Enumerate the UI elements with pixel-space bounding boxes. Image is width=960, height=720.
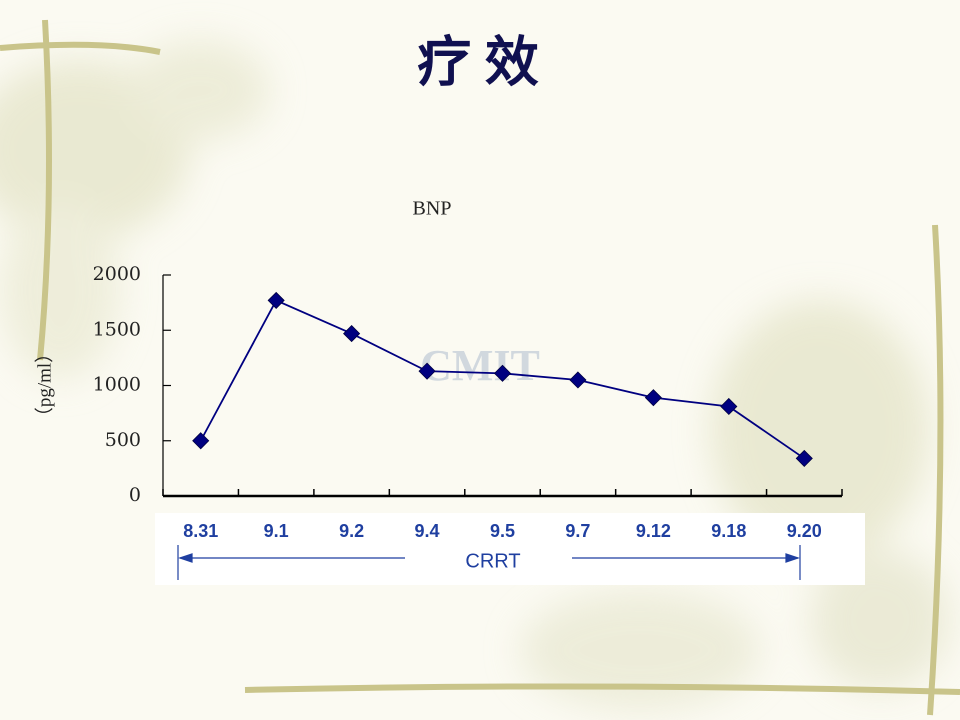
x-tick-label: 8.31 [183,521,218,541]
vine-border [0,19,960,716]
x-tick-label: 9.1 [264,521,289,541]
y-tick-label: 0 [129,484,141,506]
data-point [267,291,285,309]
x-tick-label: 9.4 [415,521,440,541]
crrt-arrows [177,545,801,580]
data-point [343,324,361,343]
y-tick-label: 1000 [93,374,141,396]
chart-title: BNP [413,198,452,220]
watermark: CMIT [420,341,540,390]
y-tick-label: 500 [105,429,141,451]
x-tick-label: 9.7 [565,521,590,541]
data-point [795,449,813,467]
y-tick-label: 1500 [93,318,141,340]
data-point [418,362,436,380]
x-tick-label: 9.20 [787,521,822,541]
x-tick-label: 9.12 [636,521,671,541]
data-point [192,432,210,450]
data-point [720,397,738,416]
data-point [644,389,662,407]
slide-title: 疗 效 [417,32,539,92]
data-point [569,371,587,389]
y-axis-label: （pg/ml） [33,344,55,426]
background-decoration [0,40,950,710]
x-tick-label: 9.5 [490,521,515,541]
data-point [493,364,512,382]
x-tick-label: 9.18 [711,521,746,541]
annotation: CRRT [465,550,520,572]
label-panel [155,513,865,585]
x-tick-label: 9.2 [339,521,364,541]
y-tick-label: 2000 [93,263,141,285]
